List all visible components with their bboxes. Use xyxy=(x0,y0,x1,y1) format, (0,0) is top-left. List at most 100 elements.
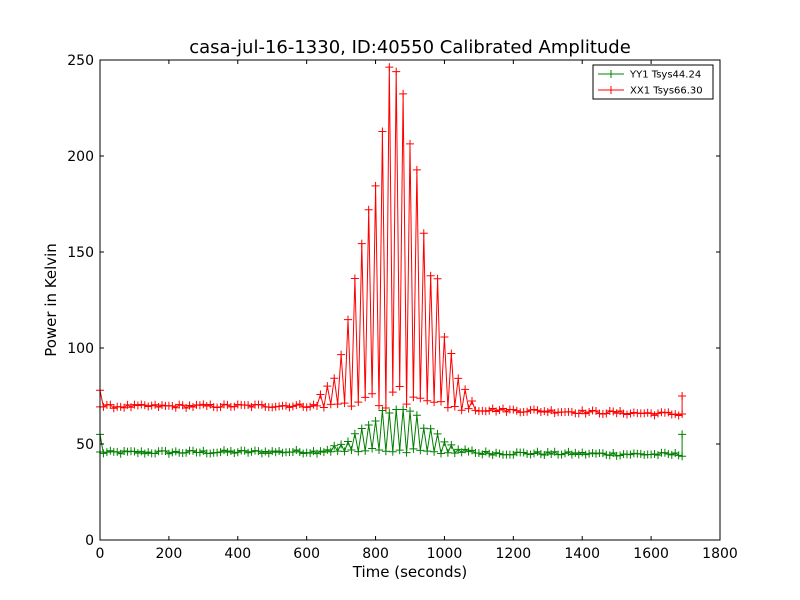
data-point xyxy=(588,406,597,415)
data-point xyxy=(357,239,366,248)
data-point xyxy=(406,139,414,148)
data-point xyxy=(450,402,459,411)
data-point xyxy=(492,407,501,416)
data-point xyxy=(536,408,545,417)
data-point xyxy=(657,408,666,417)
data-point xyxy=(523,449,532,458)
data-point xyxy=(371,417,380,426)
data-point xyxy=(344,315,352,324)
data-point xyxy=(598,410,607,419)
data-point xyxy=(275,447,284,456)
data-point xyxy=(282,401,290,410)
data-point xyxy=(182,448,191,457)
data-point xyxy=(468,397,476,406)
data-point xyxy=(133,449,142,458)
data-point xyxy=(151,449,160,458)
data-point xyxy=(375,445,383,454)
data-point xyxy=(395,382,404,391)
data-point xyxy=(344,437,352,446)
data-point xyxy=(319,403,328,412)
data-point xyxy=(623,410,631,419)
data-point xyxy=(495,406,504,415)
data-point xyxy=(423,396,432,405)
data-point xyxy=(350,274,359,283)
x-tick-label: 600 xyxy=(293,546,320,562)
data-point xyxy=(412,411,421,420)
data-point xyxy=(140,401,149,410)
data-point xyxy=(388,447,397,456)
data-point xyxy=(368,444,377,453)
data-point xyxy=(185,401,194,410)
data-point xyxy=(437,449,445,458)
data-point xyxy=(361,446,370,455)
x-tick-label: 200 xyxy=(156,546,183,562)
data-point xyxy=(354,447,363,456)
data-point xyxy=(216,448,225,457)
data-point xyxy=(447,440,456,449)
data-point xyxy=(99,449,108,458)
data-point xyxy=(433,429,442,438)
data-point xyxy=(533,406,542,415)
data-point xyxy=(530,405,538,414)
data-point xyxy=(678,452,687,461)
data-point xyxy=(299,402,308,411)
legend-label: YY1 Tsys44.24 xyxy=(629,70,701,81)
data-point xyxy=(99,402,108,411)
data-point xyxy=(261,447,270,456)
data-point xyxy=(106,446,115,455)
data-point xyxy=(144,402,153,411)
data-point xyxy=(313,401,321,410)
data-point xyxy=(189,446,197,455)
data-point xyxy=(678,409,687,418)
data-point xyxy=(285,403,294,412)
data-point xyxy=(226,447,235,456)
data-point xyxy=(402,448,411,457)
data-point xyxy=(574,450,583,459)
data-point xyxy=(268,447,277,456)
legend-marker xyxy=(607,86,615,94)
data-point xyxy=(109,404,118,413)
data-point xyxy=(213,448,222,457)
data-point xyxy=(113,447,122,456)
data-point xyxy=(612,409,621,418)
data-point xyxy=(643,408,652,417)
data-point xyxy=(361,393,370,402)
data-point xyxy=(316,447,325,456)
legend: YY1 Tsys44.24 XX1 Tsys66.30 xyxy=(592,64,714,100)
data-point xyxy=(164,449,173,458)
data-point xyxy=(481,447,490,456)
data-point xyxy=(588,448,597,457)
data-point xyxy=(636,449,645,458)
data-point xyxy=(667,450,676,459)
data-point xyxy=(585,449,594,458)
data-point xyxy=(585,407,594,416)
data-point xyxy=(278,448,287,457)
plot-area xyxy=(96,63,687,461)
data-point xyxy=(371,181,380,190)
data-point xyxy=(430,447,439,456)
data-point xyxy=(481,407,490,416)
data-point xyxy=(392,405,401,414)
series-line xyxy=(99,67,683,417)
data-point xyxy=(220,446,228,455)
data-point xyxy=(392,67,401,76)
data-point xyxy=(567,450,576,459)
data-point xyxy=(499,404,507,413)
data-point xyxy=(650,449,659,458)
series-line xyxy=(99,409,683,457)
data-point xyxy=(598,449,607,458)
data-point xyxy=(330,441,339,450)
data-point xyxy=(464,404,473,413)
data-point xyxy=(340,399,349,408)
data-point xyxy=(609,407,618,416)
data-point xyxy=(437,397,445,406)
data-point xyxy=(629,408,638,417)
data-point xyxy=(254,447,263,456)
data-point xyxy=(595,409,604,418)
data-point xyxy=(306,449,315,458)
series-xx1 xyxy=(96,63,687,420)
x-tick-label: 1200 xyxy=(496,546,532,562)
data-point xyxy=(316,390,325,399)
data-point xyxy=(230,449,239,458)
y-tick-label: 250 xyxy=(67,53,94,69)
